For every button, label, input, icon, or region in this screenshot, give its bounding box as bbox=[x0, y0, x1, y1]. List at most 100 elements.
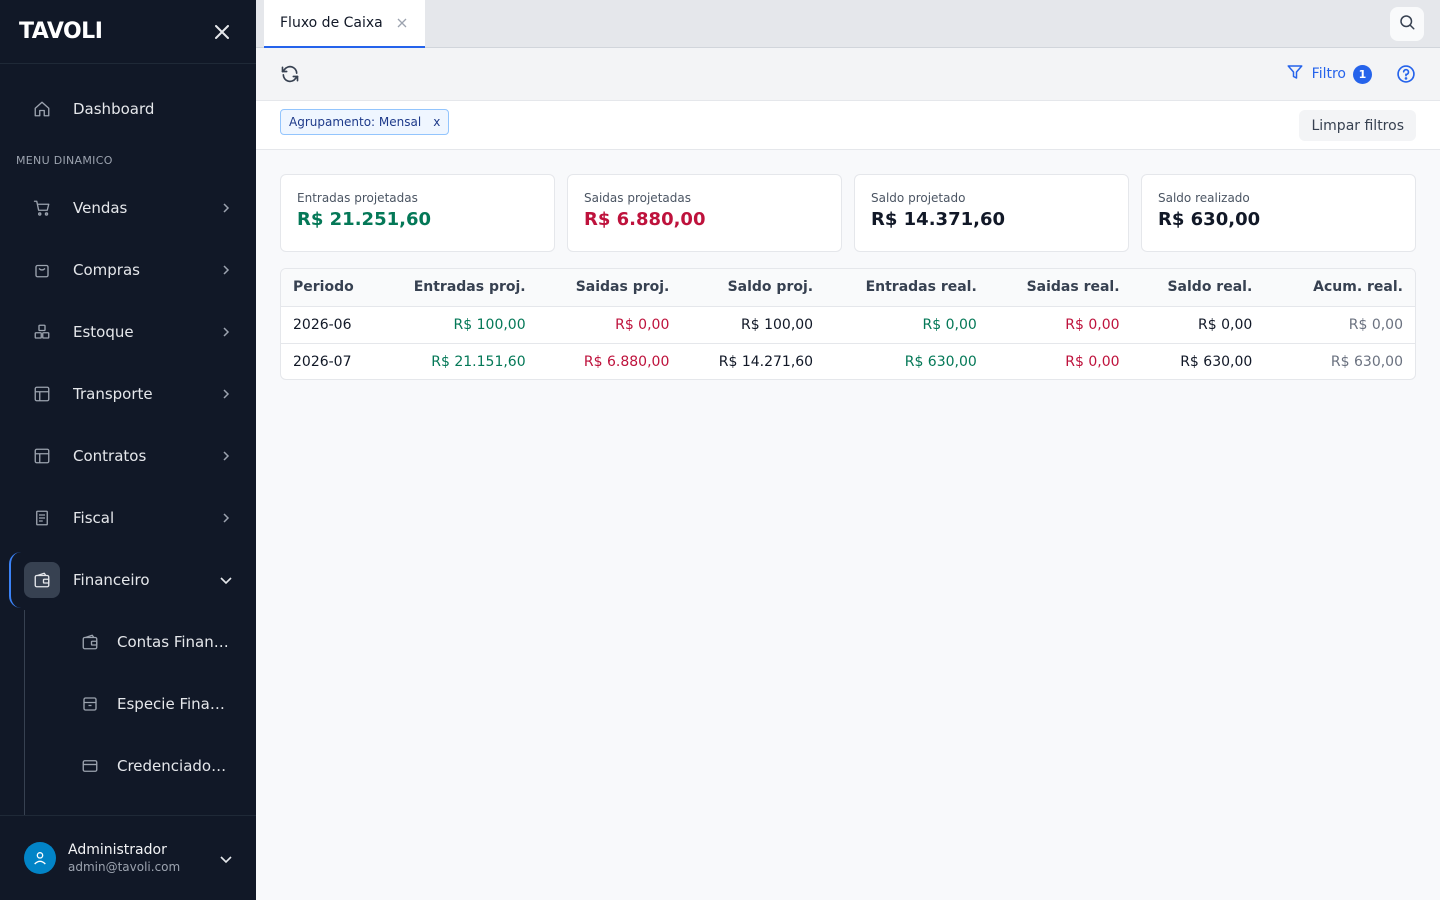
sidebar-subitem-credenciadoras[interactable]: Credenciadoras bbox=[80, 746, 232, 786]
chevron-down-icon bbox=[218, 572, 234, 588]
table-cell: R$ 0,00 bbox=[988, 305, 1132, 343]
sidebar-item-vendas[interactable]: Vendas bbox=[24, 188, 234, 228]
shopping-bag-icon bbox=[24, 252, 60, 288]
chevron-right-icon bbox=[218, 324, 234, 340]
search-icon bbox=[1398, 13, 1416, 35]
sidebar-item-label: Financeiro bbox=[73, 571, 150, 589]
column-header[interactable]: Saldo real. bbox=[1131, 269, 1265, 306]
table-cell: R$ 630,00 bbox=[1131, 342, 1265, 379]
table-cell-periodo: 2026-07 bbox=[281, 342, 381, 379]
table-cell: R$ 630,00 bbox=[825, 342, 989, 379]
table-row[interactable]: 2026-07 R$ 21.151,60 R$ 6.880,00 R$ 14.2… bbox=[281, 342, 1415, 379]
card-value: R$ 21.251,60 bbox=[297, 209, 431, 230]
sidebar-item-label: Estoque bbox=[73, 323, 134, 341]
table-header-row: Periodo Entradas proj. Saidas proj. Sald… bbox=[281, 269, 1415, 306]
sidebar-item-label: Contratos bbox=[73, 447, 147, 465]
sidebar-item-dashboard[interactable]: Dashboard bbox=[24, 89, 234, 129]
filter-label: Filtro bbox=[1311, 66, 1346, 82]
table-row[interactable]: 2026-06 R$ 100,00 R$ 0,00 R$ 100,00 R$ 0… bbox=[281, 305, 1415, 343]
sidebar-item-compras[interactable]: Compras bbox=[24, 250, 234, 290]
logo: TAVOLI bbox=[19, 19, 103, 44]
table-cell: R$ 0,00 bbox=[825, 305, 989, 343]
cash-flow-table: Periodo Entradas proj. Saidas proj. Sald… bbox=[280, 268, 1416, 380]
sidebar: TAVOLI Dashboard MENU DINAMICO Vendas Co… bbox=[0, 0, 256, 900]
search-button[interactable] bbox=[1390, 7, 1424, 41]
table-cell: R$ 14.271,60 bbox=[681, 342, 826, 379]
cart-icon bbox=[24, 190, 60, 226]
active-filters-bar: Agrupamento: Mensal x Limpar filtros bbox=[256, 101, 1440, 150]
sidebar-item-label: Fiscal bbox=[73, 509, 115, 527]
remove-filter-button[interactable]: x bbox=[433, 115, 441, 129]
sidebar-header: TAVOLI bbox=[0, 0, 256, 64]
table-cell: R$ 100,00 bbox=[681, 305, 826, 343]
archive-icon bbox=[80, 694, 100, 714]
column-header[interactable]: Saidas proj. bbox=[537, 269, 682, 306]
filter-count-badge: 1 bbox=[1353, 64, 1372, 84]
column-header[interactable]: Saidas real. bbox=[988, 269, 1132, 306]
column-header[interactable]: Acum. real. bbox=[1264, 269, 1415, 306]
sidebar-item-label: Transporte bbox=[73, 385, 153, 403]
layout-icon bbox=[24, 438, 60, 474]
sidebar-item-fiscal[interactable]: Fiscal bbox=[24, 498, 234, 538]
card-title: Entradas projetadas bbox=[297, 191, 418, 205]
user-email: admin@tavoli.com bbox=[68, 860, 181, 874]
close-icon[interactable] bbox=[212, 22, 232, 42]
chevron-right-icon bbox=[218, 200, 234, 216]
help-icon[interactable] bbox=[1396, 64, 1416, 84]
toolbar: Filtro 1 bbox=[256, 48, 1440, 101]
tab-fluxo-de-caixa[interactable]: Fluxo de Caixa bbox=[264, 0, 425, 48]
sidebar-subitem-especie-financeira[interactable]: Especie Financeira bbox=[80, 684, 232, 724]
boxes-icon bbox=[24, 314, 60, 350]
table-cell: R$ 0,00 bbox=[1131, 305, 1265, 343]
sidebar-item-estoque[interactable]: Estoque bbox=[24, 312, 234, 352]
sidebar-item-label: Dashboard bbox=[73, 100, 155, 118]
column-header[interactable]: Periodo bbox=[281, 269, 381, 306]
chevron-right-icon bbox=[218, 262, 234, 278]
table-cell: R$ 6.880,00 bbox=[537, 342, 682, 379]
table-cell: R$ 0,00 bbox=[537, 305, 682, 343]
table-cell: R$ 100,00 bbox=[380, 305, 538, 343]
card-value: R$ 6.880,00 bbox=[584, 209, 706, 230]
sidebar-subitem-label: Contas Financeiras bbox=[117, 633, 232, 651]
refresh-icon[interactable] bbox=[280, 64, 300, 84]
user-name: Administrador bbox=[68, 842, 167, 858]
chevron-down-icon[interactable] bbox=[220, 849, 232, 868]
sidebar-item-label: Compras bbox=[73, 261, 140, 279]
wallet-icon bbox=[24, 562, 60, 598]
table-cell: R$ 630,00 bbox=[1264, 342, 1415, 379]
summary-card-entradas-projetadas: Entradas projetadas R$ 21.251,60 bbox=[280, 174, 555, 252]
card-value: R$ 630,00 bbox=[1158, 209, 1261, 230]
chevron-right-icon bbox=[218, 386, 234, 402]
column-header[interactable]: Entradas proj. bbox=[380, 269, 538, 306]
submenu-guide-line bbox=[24, 610, 25, 815]
document-icon bbox=[24, 500, 60, 536]
column-header[interactable]: Saldo proj. bbox=[681, 269, 826, 306]
card-title: Saldo projetado bbox=[871, 191, 966, 205]
sidebar-subitem-contas-financeiras[interactable]: Contas Financeiras bbox=[80, 622, 232, 662]
filter-button[interactable]: Filtro 1 bbox=[1286, 63, 1372, 85]
user-info: Administrador admin@tavoli.com bbox=[68, 842, 220, 874]
sidebar-subitem-label: Credenciadoras bbox=[117, 757, 232, 775]
filter-chip-label: Agrupamento: Mensal bbox=[289, 115, 422, 129]
table-cell: R$ 0,00 bbox=[988, 342, 1132, 379]
credit-card-icon bbox=[80, 756, 100, 776]
wallet-icon bbox=[80, 632, 100, 652]
chevron-right-icon bbox=[218, 448, 234, 464]
sidebar-item-contratos[interactable]: Contratos bbox=[24, 436, 234, 476]
sidebar-subitem-label: Especie Financeira bbox=[117, 695, 232, 713]
column-header[interactable]: Entradas real. bbox=[825, 269, 989, 306]
user-menu[interactable]: Administrador admin@tavoli.com bbox=[0, 815, 256, 900]
sidebar-item-financeiro[interactable]: Financeiro bbox=[24, 560, 234, 600]
close-tab-icon[interactable] bbox=[395, 16, 409, 30]
table-cell: R$ 0,00 bbox=[1264, 305, 1415, 343]
home-icon bbox=[24, 91, 60, 127]
table-cell: R$ 21.151,60 bbox=[380, 342, 538, 379]
chevron-right-icon bbox=[218, 510, 234, 526]
clear-filters-button[interactable]: Limpar filtros bbox=[1299, 110, 1416, 141]
filter-chip-agrupamento: Agrupamento: Mensal x bbox=[280, 109, 450, 135]
sidebar-item-transporte[interactable]: Transporte bbox=[24, 374, 234, 414]
summary-cards: Entradas projetadas R$ 21.251,60 Saidas … bbox=[280, 174, 1416, 252]
card-title: Saldo realizado bbox=[1158, 191, 1250, 205]
sidebar-item-label: Vendas bbox=[73, 199, 128, 217]
tab-label: Fluxo de Caixa bbox=[280, 15, 383, 31]
